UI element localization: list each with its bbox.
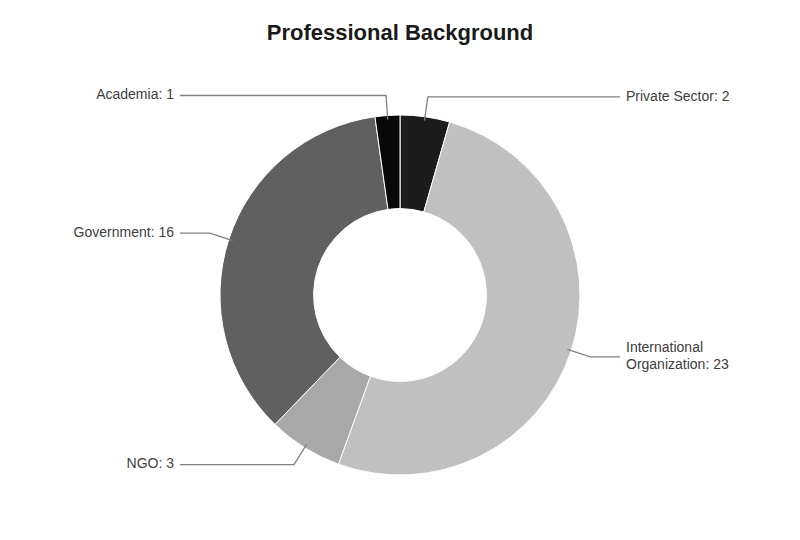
data-label: InternationalOrganization: 23 bbox=[626, 339, 729, 372]
data-label: Government: 16 bbox=[74, 224, 175, 240]
leader-line bbox=[424, 97, 620, 121]
leader-line bbox=[180, 233, 233, 240]
labels: Private Sector: 2 InternationalOrganizati… bbox=[74, 86, 730, 471]
leader-line bbox=[567, 349, 620, 356]
data-label: Private Sector: 2 bbox=[626, 88, 730, 104]
plot: Private Sector: 2 InternationalOrganizati… bbox=[74, 86, 730, 475]
leader-line bbox=[180, 95, 388, 119]
slice bbox=[375, 115, 400, 209]
data-label: Academia: 1 bbox=[96, 86, 174, 102]
title: Professional Background bbox=[267, 20, 534, 45]
leader-line bbox=[180, 444, 307, 464]
slice bbox=[220, 117, 388, 425]
data-label: NGO: 3 bbox=[127, 455, 175, 471]
slices bbox=[220, 115, 580, 475]
chart: Professional Background Private Sector: 2… bbox=[0, 0, 800, 540]
